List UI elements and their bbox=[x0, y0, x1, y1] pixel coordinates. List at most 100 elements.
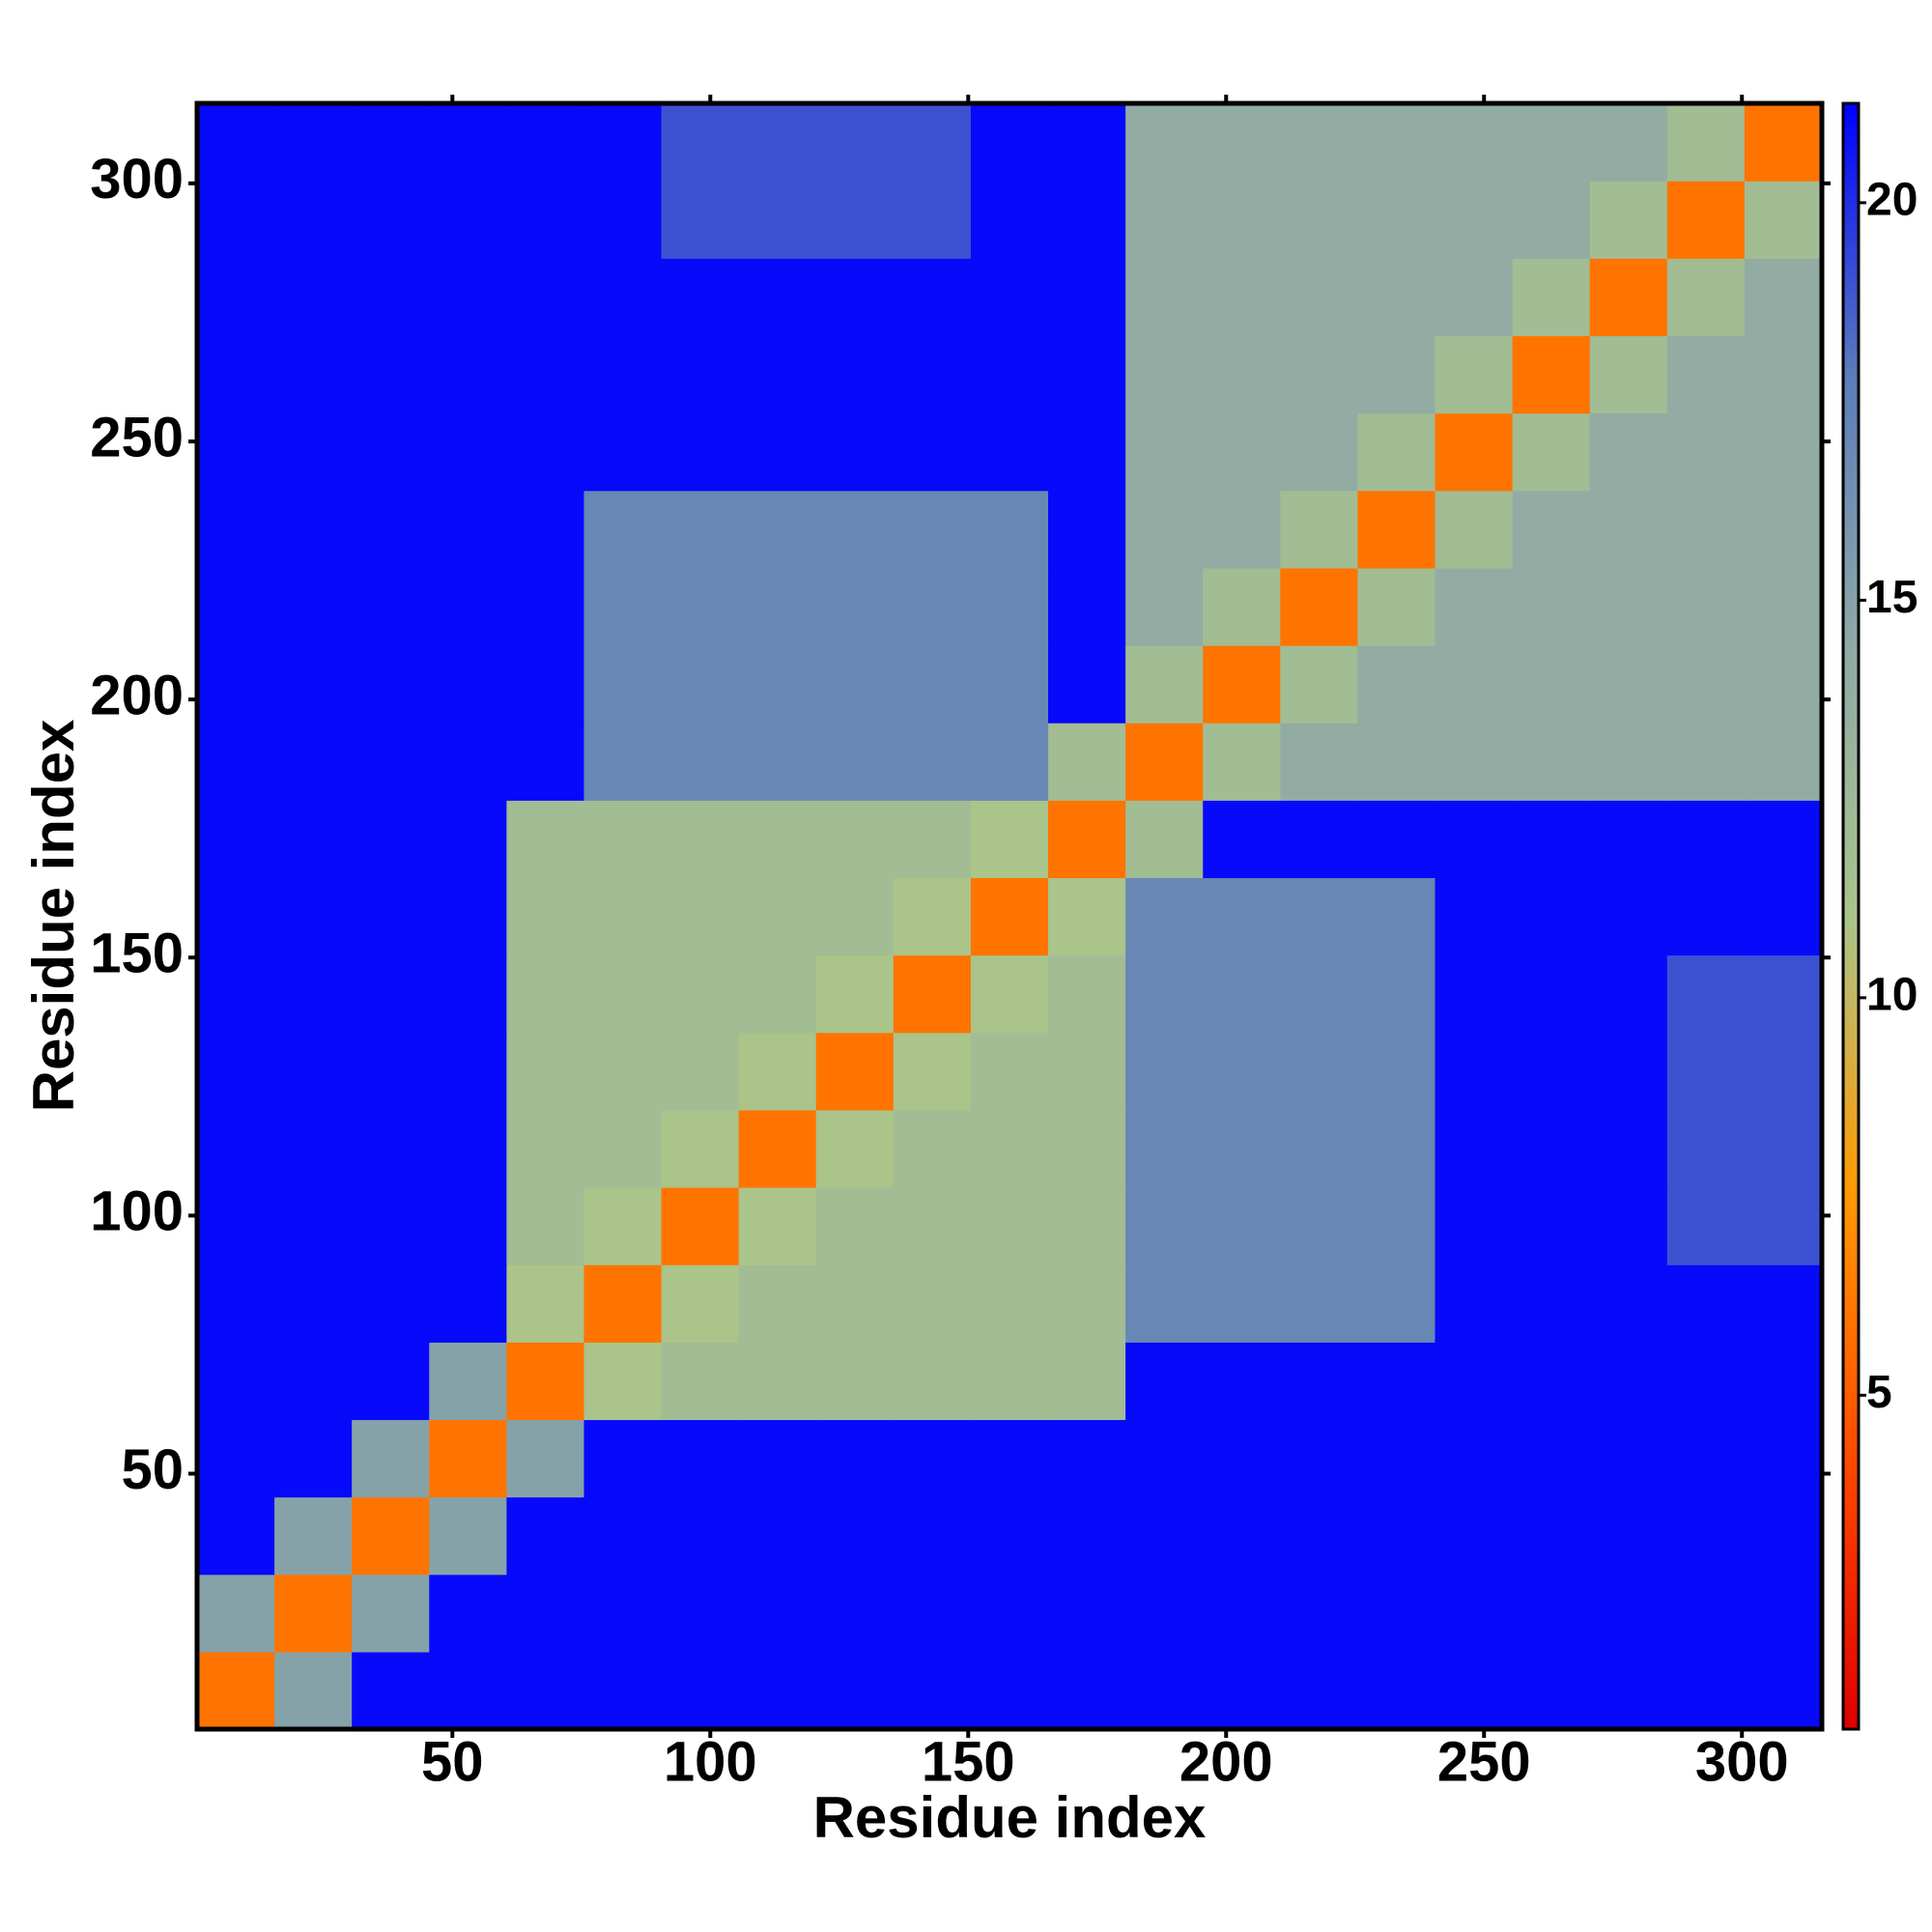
heatmap-cell bbox=[661, 723, 740, 801]
heatmap-cell bbox=[1125, 1651, 1204, 1730]
heatmap-cell bbox=[583, 567, 663, 646]
heatmap-cell bbox=[1744, 1032, 1823, 1111]
heatmap-cell bbox=[1048, 877, 1126, 956]
heatmap-cell bbox=[274, 723, 353, 801]
heatmap-cell bbox=[1435, 103, 1514, 182]
heatmap-cell bbox=[738, 490, 817, 569]
heatmap-cell bbox=[1203, 1419, 1281, 1498]
heatmap-cell bbox=[970, 954, 1049, 1034]
colorbar-tick-label: 20 bbox=[1866, 175, 1918, 226]
heatmap-cell bbox=[1435, 1651, 1514, 1730]
heatmap-cell bbox=[197, 1496, 275, 1576]
heatmap-cell bbox=[1666, 1032, 1746, 1111]
heatmap-cell bbox=[1589, 335, 1668, 414]
heatmap-cell bbox=[1744, 954, 1823, 1034]
heatmap-cell bbox=[970, 1651, 1049, 1730]
heatmap-cell bbox=[1125, 1032, 1204, 1111]
heatmap-cell bbox=[506, 1574, 585, 1653]
heatmap-cell bbox=[1589, 723, 1668, 801]
heatmap-cell bbox=[274, 181, 353, 259]
heatmap-cell bbox=[1744, 412, 1823, 492]
heatmap-cell bbox=[1048, 1109, 1126, 1188]
heatmap-cell bbox=[197, 1419, 275, 1498]
heatmap-cell bbox=[1666, 1419, 1746, 1498]
heatmap-cell bbox=[738, 800, 817, 879]
heatmap-cell bbox=[815, 1342, 895, 1421]
heatmap-cell bbox=[1666, 490, 1746, 569]
heatmap-cell bbox=[815, 258, 895, 337]
heatmap-cell bbox=[1048, 1264, 1126, 1343]
heatmap-cell bbox=[1744, 181, 1823, 259]
heatmap-cell bbox=[1280, 800, 1359, 879]
heatmap-cell bbox=[1666, 1109, 1746, 1188]
heatmap-cell bbox=[583, 335, 663, 414]
heatmap-cell bbox=[1744, 1496, 1823, 1576]
heatmap-cell bbox=[1512, 1032, 1591, 1111]
x-tick-label: 50 bbox=[421, 1730, 484, 1793]
heatmap-cell bbox=[661, 645, 740, 724]
heatmap-cell bbox=[583, 1032, 663, 1111]
heatmap-cell bbox=[893, 1264, 972, 1343]
heatmap-cell bbox=[1666, 335, 1746, 414]
heatmap-cell bbox=[274, 1342, 353, 1421]
heatmap-cell bbox=[1512, 1187, 1591, 1265]
heatmap-cell bbox=[738, 723, 817, 801]
heatmap-cell bbox=[1435, 1264, 1514, 1343]
heatmap-cell bbox=[815, 1109, 895, 1188]
heatmap-cell bbox=[815, 1651, 895, 1730]
heatmap-cell bbox=[352, 1574, 430, 1653]
heatmap-cell bbox=[506, 1264, 585, 1343]
heatmap-cell bbox=[893, 567, 972, 646]
heatmap-cell bbox=[429, 1651, 507, 1730]
heatmap-cell bbox=[274, 645, 353, 724]
heatmap-cell bbox=[738, 258, 817, 337]
heatmap-cell bbox=[274, 412, 353, 492]
heatmap-cell bbox=[1512, 1651, 1591, 1730]
heatmap-cell bbox=[1512, 258, 1591, 337]
heatmap-cell bbox=[1435, 800, 1514, 879]
heatmap-cell bbox=[1048, 954, 1126, 1034]
heatmap-cell bbox=[352, 490, 430, 569]
heatmap-cell bbox=[1048, 567, 1126, 646]
heatmap-cell bbox=[1512, 954, 1591, 1034]
heatmap-cell bbox=[1589, 877, 1668, 956]
heatmap-cell bbox=[197, 412, 275, 492]
heatmap-cell bbox=[197, 954, 275, 1034]
heatmap-cell bbox=[1666, 258, 1746, 337]
heatmap-cell bbox=[893, 1574, 972, 1653]
heatmap-cell bbox=[738, 335, 817, 414]
heatmap-cell bbox=[1357, 1574, 1436, 1653]
heatmap-cell bbox=[1125, 258, 1204, 337]
heatmap-cell bbox=[429, 1264, 507, 1343]
heatmap bbox=[197, 103, 1823, 1730]
heatmap-cell bbox=[893, 103, 972, 182]
heatmap-cell bbox=[815, 1264, 895, 1343]
heatmap-cell bbox=[1435, 645, 1514, 724]
heatmap-cell bbox=[352, 1496, 430, 1576]
heatmap-cell bbox=[1203, 103, 1281, 182]
heatmap-cell bbox=[1744, 335, 1823, 414]
heatmap-cell bbox=[429, 103, 507, 182]
heatmap-cell bbox=[1666, 954, 1746, 1034]
heatmap-cell bbox=[893, 877, 972, 956]
heatmap-cell bbox=[1512, 490, 1591, 569]
heatmap-cell bbox=[1435, 335, 1514, 414]
heatmap-cell bbox=[197, 723, 275, 801]
heatmap-cell bbox=[1203, 412, 1281, 492]
heatmap-cell bbox=[197, 1342, 275, 1421]
heatmap-cell bbox=[893, 335, 972, 414]
heatmap-cell bbox=[815, 1574, 895, 1653]
heatmap-cell bbox=[583, 1109, 663, 1188]
heatmap-cell bbox=[1048, 1651, 1126, 1730]
heatmap-cell bbox=[1589, 1651, 1668, 1730]
heatmap-cell bbox=[583, 1264, 663, 1343]
heatmap-cell bbox=[197, 800, 275, 879]
heatmap-cell bbox=[352, 1187, 430, 1265]
heatmap-cell bbox=[1357, 490, 1436, 569]
heatmap-cell bbox=[1280, 1651, 1359, 1730]
heatmap-cell bbox=[661, 490, 740, 569]
heatmap-cell bbox=[1589, 567, 1668, 646]
heatmap-cell bbox=[738, 567, 817, 646]
heatmap-cell bbox=[1744, 645, 1823, 724]
heatmap-cell bbox=[893, 258, 972, 337]
